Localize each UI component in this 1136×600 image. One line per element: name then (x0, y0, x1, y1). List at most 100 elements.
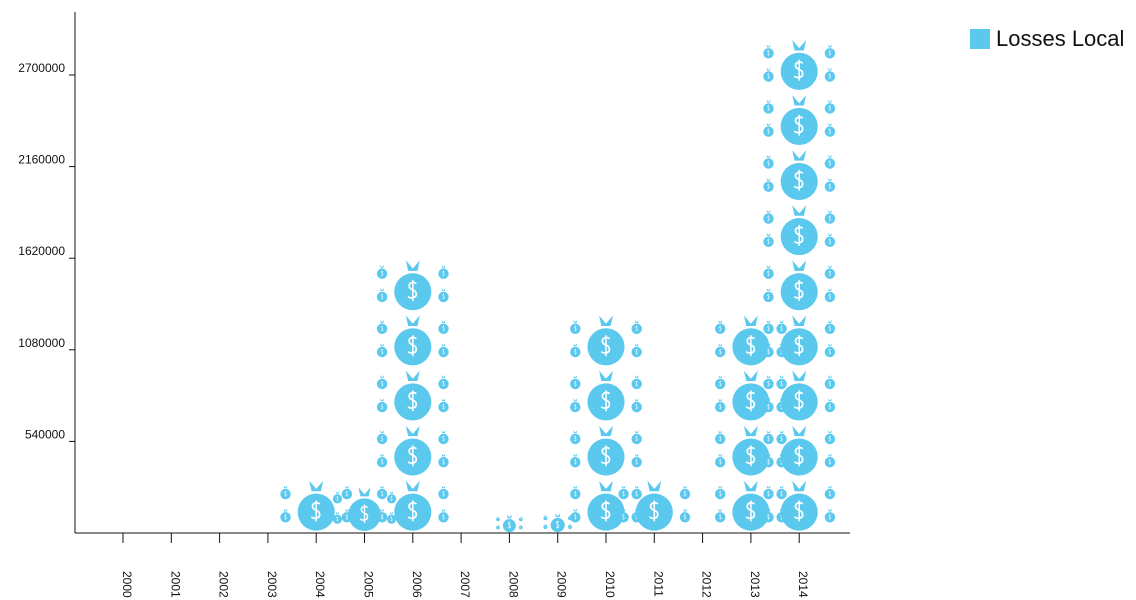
money-bag-icon (763, 154, 774, 169)
money-bag-icon (824, 374, 836, 390)
x-tick-label: 2009 (555, 571, 569, 598)
money-bag-icon (376, 287, 388, 303)
money-bag-icon (763, 287, 774, 303)
money-bag-icon (714, 453, 726, 468)
money-bag-icon (779, 479, 819, 532)
x-tick-label: 2014 (796, 571, 810, 598)
money-bag-icon (393, 369, 433, 422)
money-bag-icon (569, 429, 581, 445)
money-bag-icon (763, 319, 774, 335)
money-bag-icon (824, 67, 836, 82)
money-bag-icon (631, 319, 643, 335)
bar-2010 (569, 314, 643, 532)
money-bag-icon (631, 398, 643, 413)
x-tick-label: 2004 (313, 571, 327, 598)
money-bag-icon (763, 99, 774, 114)
bars (280, 39, 836, 533)
money-bag-icon (824, 453, 836, 468)
money-bag-icon (586, 314, 626, 367)
money-bag-icon (518, 516, 523, 522)
money-bag-icon (518, 524, 523, 530)
money-bag-icon (438, 398, 449, 413)
money-bag-icon (779, 149, 819, 201)
bar-2004 (280, 479, 353, 532)
money-bag-icon (763, 264, 774, 280)
bar-2011 (618, 479, 691, 532)
money-bag-icon (393, 259, 433, 312)
money-bag-icon (714, 485, 726, 500)
money-bag-icon (280, 508, 291, 523)
x-tick-label: 2013 (748, 571, 762, 598)
bar-2014 (763, 39, 836, 532)
money-bag-icon (631, 374, 643, 390)
money-bag-icon (631, 453, 643, 468)
money-bag-icon (543, 523, 548, 530)
money-bag-icon (763, 67, 774, 82)
money-bag-icon (824, 342, 836, 358)
money-bag-icon (569, 485, 581, 500)
money-bag-icon (714, 508, 726, 523)
money-bag-icon (634, 479, 674, 532)
money-bag-icon (714, 398, 726, 413)
money-bag-icon (779, 314, 819, 367)
money-bag-icon (763, 374, 774, 390)
money-bag-icon (631, 429, 643, 445)
money-bag-icon (496, 524, 500, 530)
money-bag-icon (731, 479, 771, 532)
x-tick-label: 2008 (506, 571, 520, 598)
money-bag-icon (763, 122, 774, 138)
x-tick-label: 2006 (410, 571, 424, 598)
money-bag-icon (679, 508, 691, 523)
money-bag-icon (550, 512, 566, 533)
x-tick-label: 2011 (651, 571, 665, 597)
money-bag-icon (824, 485, 836, 500)
money-bag-icon (763, 485, 774, 500)
money-bag-icon (502, 514, 517, 533)
money-bag-icon (824, 264, 836, 280)
money-bag-icon (543, 514, 548, 521)
money-bag-icon (763, 209, 774, 225)
money-bag-icon (779, 424, 819, 477)
money-bag-icon (280, 485, 291, 500)
money-bag-icon (631, 485, 643, 500)
money-bag-icon (586, 369, 626, 422)
money-bag-icon (438, 374, 449, 390)
x-tick-label: 2005 (362, 571, 376, 598)
money-bag-icon (731, 369, 771, 422)
money-bag-icon (824, 99, 836, 114)
x-tick-label: 2002 (217, 571, 231, 598)
money-bag-icon (569, 342, 581, 358)
money-bag-icon (779, 204, 819, 257)
money-bag-icon (376, 398, 388, 413)
money-bag-icon (824, 209, 836, 225)
money-bag-icon (438, 319, 449, 335)
money-bag-icon (567, 523, 573, 530)
y-ticks: 540000 1080000 1620000 2160000 2700000 (18, 61, 75, 442)
money-bag-icon (779, 94, 819, 146)
money-bag-icon (824, 398, 836, 413)
money-bag-icon (714, 319, 726, 335)
money-bag-icon (779, 369, 819, 422)
legend: Losses Local (970, 26, 1124, 52)
money-bag-icon (438, 453, 449, 468)
money-bag-icon (763, 44, 774, 59)
money-bag-icon (586, 479, 626, 532)
money-bag-icon (776, 485, 788, 500)
bar-2006 (376, 259, 449, 532)
y-tick-label: 2700000 (18, 61, 65, 75)
money-bag-icon (438, 342, 449, 358)
money-bag-icon (824, 154, 836, 169)
legend-swatch (970, 29, 990, 49)
money-bag-icon (347, 486, 382, 532)
money-bag-icon (776, 429, 788, 445)
money-bag-icon (376, 264, 388, 280)
money-bag-icon (296, 479, 336, 532)
money-bag-icon (569, 319, 581, 335)
x-tick-label: 2001 (168, 571, 182, 598)
money-bag-icon (569, 398, 581, 413)
money-bag-icon (386, 490, 397, 504)
money-bag-icon (376, 374, 388, 390)
money-bag-icon (731, 314, 771, 367)
money-bag-icon (569, 374, 581, 390)
